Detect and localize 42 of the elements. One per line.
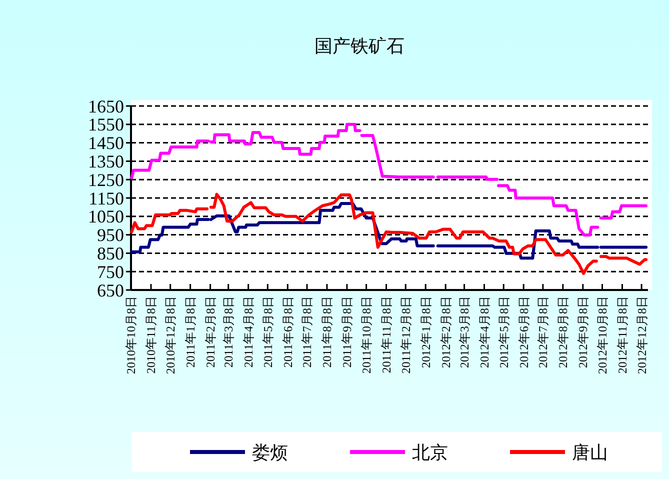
x-tick-label: 2012年5月8日 [496,296,511,368]
y-tick-label: 1150 [88,188,124,208]
y-tick-label: 850 [97,244,124,264]
x-tick-label: 2012年7月8日 [536,296,550,368]
y-tick-label: 750 [97,262,124,282]
legend-label: 娄烦 [252,442,288,464]
x-tick-label: 2011年10月8日 [359,296,374,374]
x-tick-label: 2011年11月8日 [379,296,394,374]
x-tick-label: 2012年12月8日 [634,296,649,374]
x-tick-label: 2011年5月8日 [260,296,275,368]
x-tick-label: 2011年7月8日 [300,296,314,368]
x-tick-label: 2011年4月8日 [242,296,256,368]
x-tick-label: 2012年1月8日 [418,296,433,368]
x-tick-label: 2012年6月8日 [516,296,531,368]
x-tick-label: 2012年9月8日 [576,296,590,368]
chart-title: 国产铁矿石 [314,36,404,57]
y-tick-label: 1650 [88,96,124,116]
x-tick-label: 2012年11月8日 [615,296,630,374]
x-tick-label: 2011年1月8日 [184,296,198,368]
x-tick-label: 2012年10月8日 [595,296,610,374]
legend-label: 北京 [412,442,448,464]
x-tick-label: 2010年12月8日 [164,296,178,374]
x-tick-label: 2010年10月8日 [124,296,138,374]
y-tick-label: 1250 [88,170,124,190]
x-tick-label: 2011年6月8日 [280,296,295,368]
legend-label: 唐山 [572,442,608,464]
y-tick-label: 650 [97,280,124,300]
x-tick-label: 2011年8月8日 [320,296,334,368]
y-tick-label: 950 [97,225,124,246]
x-tick-label: 2012年8月8日 [556,296,570,368]
x-tick-label: 2012年3月8日 [457,296,472,368]
y-tick-label: 1450 [88,133,124,154]
x-tick-label: 2012年4月8日 [477,296,492,368]
y-tick-label: 1350 [88,152,124,172]
x-tick-label: 2011年9月8日 [340,296,354,368]
y-tick-label: 1050 [88,206,124,227]
x-tick-label: 2011年3月8日 [222,296,236,368]
x-tick-label: 2010年11月8日 [144,296,158,374]
y-tick-label: 1550 [88,114,124,135]
x-tick-label: 2011年12月8日 [398,296,413,374]
x-tick-label: 2012年2月8日 [438,296,453,368]
x-tick-label: 2011年2月8日 [203,296,218,368]
